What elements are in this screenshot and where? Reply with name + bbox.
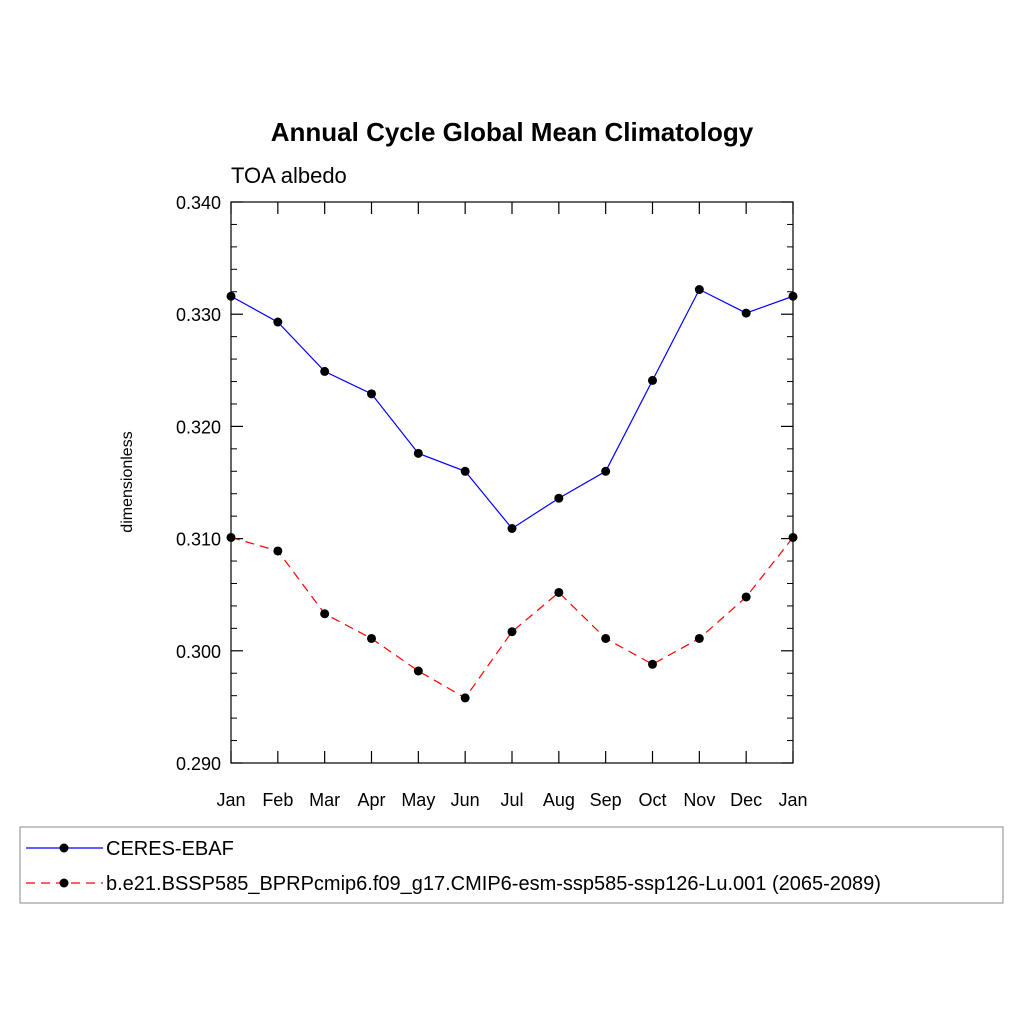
- data-point: [741, 592, 751, 602]
- legend: CERES-EBAF b.e21.BSSP585_BPRPcmip6.f09_g1…: [19, 826, 1004, 904]
- series-1: [226, 285, 798, 534]
- data-point: [320, 366, 330, 376]
- x-tick-label: Feb: [262, 790, 293, 810]
- y-tick-label: 0.330: [176, 305, 221, 325]
- y-axis-label: dimensionless: [119, 431, 136, 532]
- x-tick-label: Apr: [357, 790, 385, 810]
- x-tick-label: Dec: [730, 790, 762, 810]
- y-tick-label: 0.290: [176, 754, 221, 774]
- y-tick-label: 0.340: [176, 193, 221, 213]
- data-point: [460, 693, 470, 703]
- data-point: [741, 308, 751, 318]
- series-line: [230, 288, 794, 530]
- data-point: [601, 633, 611, 643]
- data-point: [694, 633, 704, 643]
- data-point: [273, 317, 283, 327]
- legend-entries: CERES-EBAF b.e21.BSSP585_BPRPcmip6.f09_g1…: [26, 838, 881, 895]
- legend-marker: [59, 843, 69, 853]
- data-point: [694, 285, 704, 295]
- data-point: [507, 524, 517, 534]
- x-tick-label: Mar: [309, 790, 340, 810]
- data-point: [788, 291, 798, 301]
- series-2: [226, 532, 798, 703]
- series-line: [230, 536, 794, 699]
- x-tick-label: Nov: [683, 790, 715, 810]
- x-tick-label: May: [401, 790, 435, 810]
- data-point: [273, 546, 283, 556]
- x-tick-label: Aug: [543, 790, 575, 810]
- chart-subtitle: TOA albedo: [231, 163, 347, 188]
- data-point: [367, 633, 376, 643]
- x-tick-label: Jun: [451, 790, 480, 810]
- data-point: [554, 493, 564, 503]
- data-point: [413, 448, 423, 458]
- legend-label: b.e21.BSSP585_BPRPcmip6.f09_g17.CMIP6-es…: [106, 873, 881, 895]
- legend-label: CERES-EBAF: [106, 838, 234, 860]
- data-point: [648, 659, 657, 669]
- y-tick-label: 0.310: [176, 530, 221, 550]
- data-point: [320, 609, 330, 619]
- data-point: [601, 466, 611, 476]
- data-point: [648, 375, 657, 385]
- data-point: [413, 666, 423, 676]
- legend-entry-1: CERES-EBAF: [26, 838, 234, 860]
- plot-frame: [230, 201, 794, 764]
- y-tick-label: 0.300: [176, 642, 221, 662]
- data-point: [554, 587, 564, 597]
- legend-entry-2: b.e21.BSSP585_BPRPcmip6.f09_g17.CMIP6-es…: [26, 873, 881, 895]
- data-point: [460, 466, 470, 476]
- series-layer: [226, 285, 798, 703]
- data-point: [367, 389, 376, 399]
- x-tick-label: Jul: [500, 790, 523, 810]
- y-tick-label: 0.320: [176, 417, 221, 437]
- x-tick-label: Oct: [638, 790, 666, 810]
- chart-title: Annual Cycle Global Mean Climatology: [271, 117, 754, 147]
- data-point: [788, 532, 798, 542]
- data-point: [507, 627, 517, 637]
- axis-ticks: 0.290 0.300 0.310 0.320 0.330 0.340 Jan Feb Mar A…: [176, 193, 808, 810]
- x-tick-label: Jan: [216, 790, 245, 810]
- legend-box: [19, 826, 1004, 904]
- legend-marker: [59, 878, 69, 888]
- data-point: [226, 532, 236, 542]
- x-tick-label: Jan: [778, 790, 807, 810]
- data-point: [226, 291, 236, 301]
- x-tick-label: Sep: [590, 790, 622, 810]
